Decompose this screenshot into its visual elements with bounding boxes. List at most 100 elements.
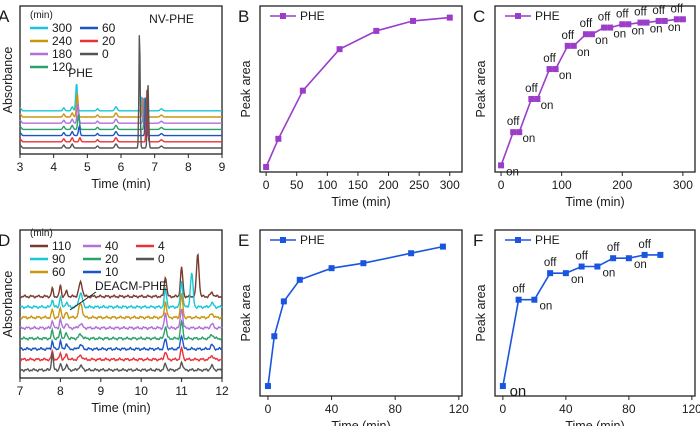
data-point xyxy=(516,129,523,136)
data-point xyxy=(610,255,617,262)
state-label-off: off xyxy=(652,5,665,17)
legend-label: PHE xyxy=(535,233,560,247)
x-tick-label: 200 xyxy=(379,178,399,192)
data-point xyxy=(515,296,522,303)
data-point xyxy=(578,263,585,270)
x-tick-label: 80 xyxy=(622,402,636,416)
data-point xyxy=(264,383,271,390)
legend-label-90: 90 xyxy=(52,252,66,266)
state-label-off: off xyxy=(561,30,574,42)
legend-label-4: 4 xyxy=(158,239,165,253)
legend-label-110: 110 xyxy=(52,239,71,253)
plot-frame xyxy=(259,229,463,397)
legend-label: PHE xyxy=(300,233,325,247)
legend-swatch-marker xyxy=(280,237,286,243)
data-point xyxy=(643,19,650,26)
x-tick-label: 9 xyxy=(219,160,226,174)
x-tick-label: 5 xyxy=(84,160,91,174)
state-label-off: off xyxy=(634,7,647,19)
legend-swatch-marker xyxy=(515,13,521,19)
data-point xyxy=(360,260,367,267)
panel-label: A xyxy=(0,7,10,26)
x-tick-label: 7 xyxy=(17,384,24,398)
series-line-0 xyxy=(19,35,222,149)
x-tick-label: 100 xyxy=(552,178,572,192)
series-line-120 xyxy=(19,97,222,131)
data-point xyxy=(528,95,535,102)
state-label-off: off xyxy=(638,239,651,251)
series-line-40 xyxy=(19,308,223,331)
data-point xyxy=(408,250,415,257)
data-point xyxy=(552,66,559,73)
data-point xyxy=(275,135,282,142)
state-label-off: off xyxy=(607,242,620,254)
legend-label-240: 240 xyxy=(52,34,72,48)
x-tick-label: 9 xyxy=(97,384,104,398)
state-label-on: on xyxy=(571,274,584,286)
x-tick-label: 50 xyxy=(290,178,304,192)
data-point xyxy=(547,270,554,277)
x-tick-label: 300 xyxy=(673,178,693,192)
state-label-on: on xyxy=(541,100,554,112)
x-tick-label: 0 xyxy=(498,178,505,192)
data-point xyxy=(296,276,303,283)
series-line-60 xyxy=(19,96,222,137)
data-point xyxy=(498,162,505,169)
legend-label: PHE xyxy=(535,9,560,23)
x-tick-label: 10 xyxy=(135,384,149,398)
x-tick-label: 7 xyxy=(151,160,158,174)
panel-label: D xyxy=(0,231,10,250)
state-label-on: on xyxy=(650,24,663,36)
state-label-off: off xyxy=(580,18,593,30)
state-label-on: on xyxy=(559,70,572,82)
legend-swatch-marker xyxy=(515,237,521,243)
x-tick-label: 250 xyxy=(409,178,429,192)
state-label-off: off xyxy=(616,8,629,20)
x-tick-label: 3 xyxy=(17,160,24,174)
state-label-off: off xyxy=(544,257,557,269)
y-axis-label: Peak area xyxy=(239,284,253,341)
state-label-on: on xyxy=(510,383,527,400)
x-tick-label: 80 xyxy=(389,402,403,416)
state-label-on: on xyxy=(595,35,608,47)
state-label-off: off xyxy=(543,53,556,65)
plot-frame xyxy=(19,5,223,155)
state-label-off: off xyxy=(598,12,611,24)
x-tick-label: 40 xyxy=(325,402,339,416)
x-axis-label: Time (min) xyxy=(565,195,624,209)
x-axis-label: Time (min) xyxy=(565,419,624,426)
x-tick-label: 0 xyxy=(263,178,270,192)
data-point xyxy=(601,24,608,31)
y-axis-label: Absorbance xyxy=(1,47,15,114)
data-point xyxy=(499,383,506,390)
data-point xyxy=(655,17,662,24)
state-label-on: on xyxy=(632,25,645,37)
panel-label: B xyxy=(238,7,249,26)
series-line-180 xyxy=(19,97,222,124)
data-point xyxy=(607,24,614,31)
series-line-phe xyxy=(267,245,444,387)
series-line-0 xyxy=(19,352,223,373)
state-label-on: on xyxy=(613,29,626,41)
x-axis-label: Time (min) xyxy=(91,401,150,415)
plot-frame xyxy=(19,229,223,379)
legend-label-60: 60 xyxy=(102,21,116,35)
phe-annotation: PHE xyxy=(68,66,93,80)
data-point xyxy=(637,19,644,26)
data-point xyxy=(446,14,453,21)
legend-swatch-marker xyxy=(280,13,286,19)
series-line-10 xyxy=(19,334,223,352)
x-tick-label: 120 xyxy=(682,402,700,416)
data-point xyxy=(410,17,417,24)
data-point xyxy=(373,27,380,34)
data-point xyxy=(328,265,335,272)
data-point xyxy=(570,42,577,49)
series-line-240 xyxy=(19,93,222,118)
y-axis-label: Absorbance xyxy=(1,271,15,338)
data-point xyxy=(534,95,541,102)
state-label-on: on xyxy=(577,47,590,59)
legend-title: (min) xyxy=(30,228,53,239)
data-point xyxy=(439,243,446,250)
state-label-off: off xyxy=(575,251,588,263)
